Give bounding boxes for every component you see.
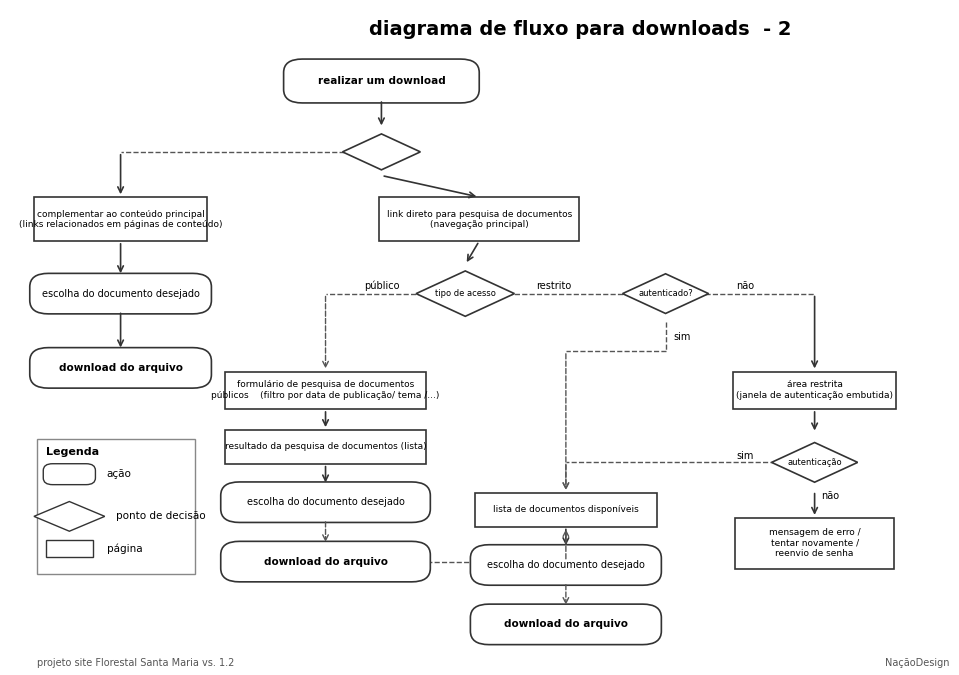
Text: resultado da pesquisa de documentos (lista): resultado da pesquisa de documentos (lis… [224,442,427,452]
Text: não: não [736,281,754,290]
Text: página: página [106,543,142,554]
Text: projeto site Florestal Santa Maria vs. 1.2: projeto site Florestal Santa Maria vs. 1… [36,658,234,668]
Text: complementar ao conteúdo principal
(links relacionados em páginas de conteúdo): complementar ao conteúdo principal (link… [19,210,222,229]
Text: download do arquivo: download do arquivo [58,363,182,373]
Text: restrito: restrito [536,281,572,290]
Bar [46,540,93,557]
Bar [35,197,207,241]
Text: ponto de decisão: ponto de decisão [116,512,205,521]
FancyBboxPatch shape [30,348,211,388]
FancyBboxPatch shape [43,464,96,485]
Polygon shape [342,134,420,170]
FancyBboxPatch shape [30,273,211,314]
Text: formulário de pesquisa de documentos
públicos    (filtro por data de publicação/: formulário de pesquisa de documentos púb… [211,381,440,400]
Text: NaçãoDesign: NaçãoDesign [885,658,949,668]
Text: link direto para pesquisa de documentos
(navegação principal): link direto para pesquisa de documentos … [386,210,572,229]
Bar [475,493,657,526]
Bar [225,430,426,464]
Bar [379,197,579,241]
Text: download do arquivo: download do arquivo [503,620,628,629]
FancyBboxPatch shape [471,545,662,585]
Text: público: público [363,280,399,291]
Text: mensagem de erro /
tentar novamente /
reenvio de senha: mensagem de erro / tentar novamente / re… [769,529,860,558]
Text: sim: sim [673,333,690,342]
Text: autenticado?: autenticado? [638,289,693,298]
FancyBboxPatch shape [221,482,431,522]
Polygon shape [622,274,709,313]
Text: escolha do documento desejado: escolha do documento desejado [246,497,405,507]
Text: sim: sim [737,451,754,460]
Polygon shape [34,502,105,531]
Text: área restrita
(janela de autenticação embutida): área restrita (janela de autenticação em… [737,381,893,400]
Text: realizar um download: realizar um download [317,76,445,86]
Text: não: não [821,491,839,501]
Text: autenticação: autenticação [787,458,842,467]
Text: Legenda: Legenda [46,448,99,457]
FancyBboxPatch shape [284,59,480,103]
Bar [225,372,426,409]
FancyBboxPatch shape [221,541,431,582]
FancyBboxPatch shape [471,604,662,645]
Bar [736,518,894,568]
Text: escolha do documento desejado: escolha do documento desejado [41,289,199,298]
Text: escolha do documento desejado: escolha do documento desejado [487,560,644,570]
Bar [733,372,896,409]
Polygon shape [772,443,857,482]
Text: ação: ação [106,469,131,479]
Text: lista de documentos disponíveis: lista de documentos disponíveis [493,505,639,514]
Text: download do arquivo: download do arquivo [264,557,387,566]
Bar [36,439,195,574]
Polygon shape [416,271,514,317]
Text: tipo de acesso: tipo de acesso [434,289,496,298]
Text: diagrama de fluxo para downloads  - 2: diagrama de fluxo para downloads - 2 [369,20,791,39]
